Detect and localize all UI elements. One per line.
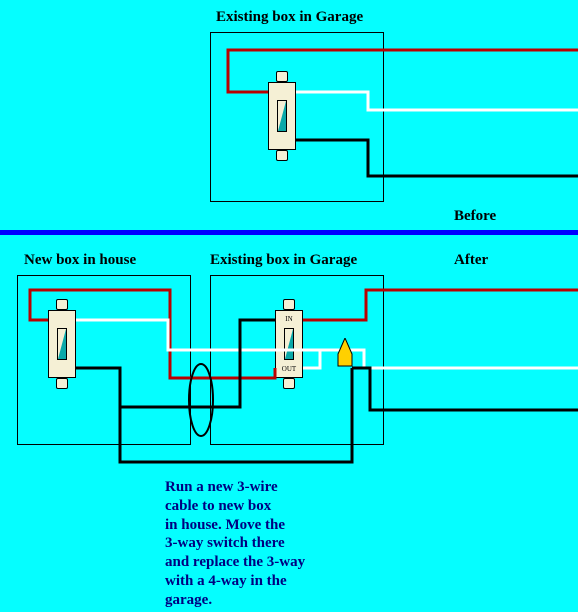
before-tag: Before	[454, 208, 496, 225]
before-box-title: Existing box in Garage	[216, 9, 363, 26]
after-tag: After	[454, 252, 488, 269]
before-after-divider	[0, 230, 578, 235]
screw-tab-top	[276, 71, 288, 82]
screw-tab-bottom	[56, 378, 68, 389]
screw-tab-bottom	[283, 378, 295, 389]
before-switch	[268, 82, 296, 150]
screw-tab-bottom	[276, 150, 288, 161]
after-right-title: Existing box in Garage	[210, 252, 357, 269]
after-left-box	[17, 275, 191, 445]
after-left-title: New box in house	[24, 252, 136, 269]
after-right-switch: IN OUT	[275, 310, 303, 378]
screw-tab-top	[283, 299, 295, 310]
screw-tab-top	[56, 299, 68, 310]
instruction-caption: Run a new 3-wire cable to new box in hou…	[165, 478, 305, 609]
wire-nut	[337, 338, 353, 368]
switch-in-label: IN	[275, 315, 303, 323]
before-box	[210, 32, 384, 202]
after-left-switch	[48, 310, 76, 378]
switch-out-label: OUT	[275, 365, 303, 373]
